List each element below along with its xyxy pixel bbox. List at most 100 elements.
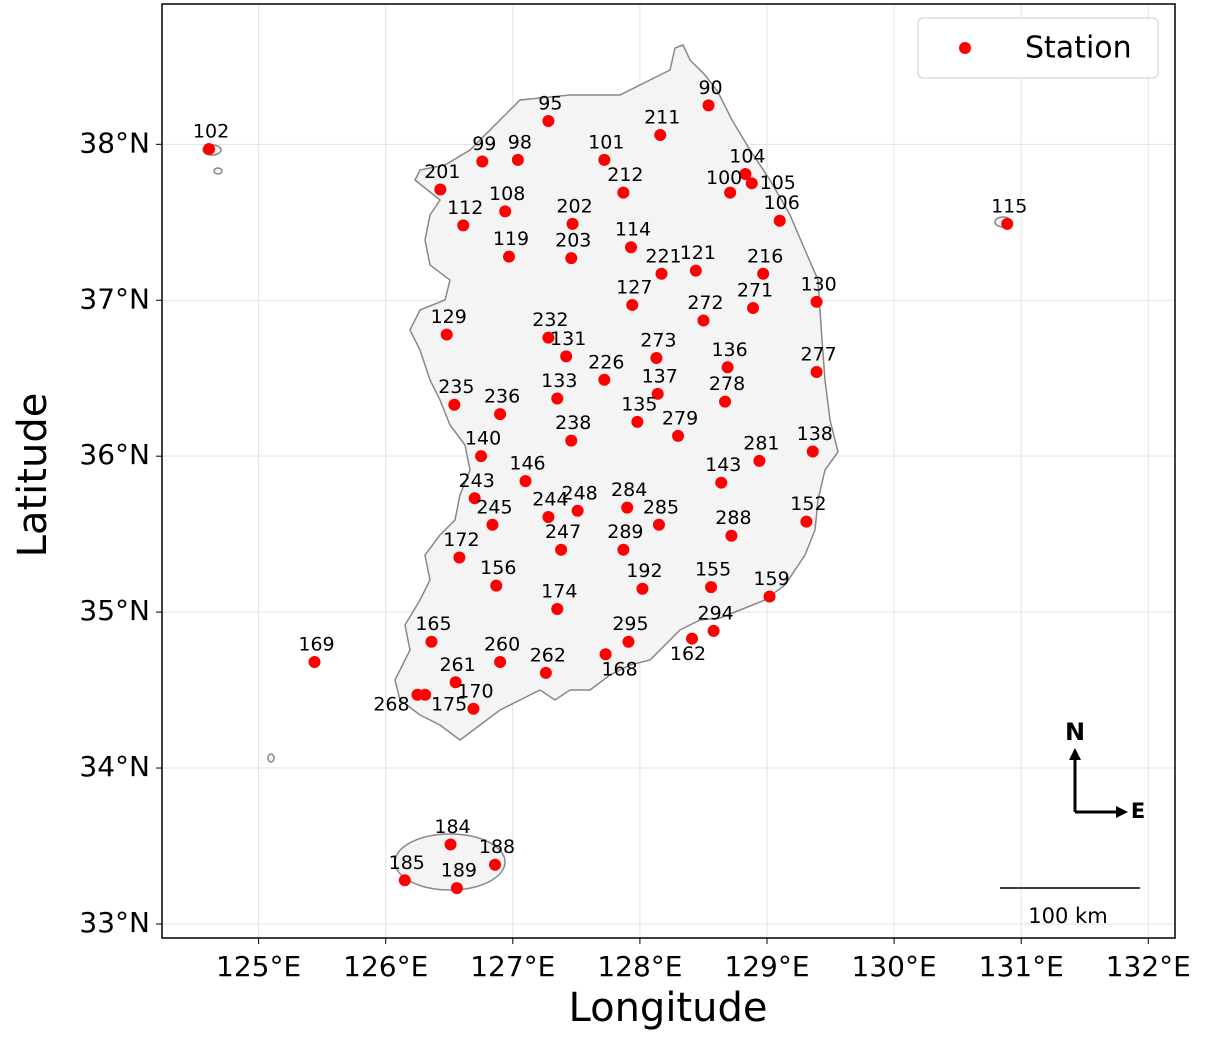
station-marker [490,579,503,592]
scale-bar-label: 100 km [1028,904,1107,928]
arrow-head [1069,748,1081,760]
station-label: 221 [645,245,681,267]
station-label: 100 [706,167,742,189]
jeju-island [394,833,506,891]
station-marker [494,656,507,669]
station-marker [707,624,720,637]
station-label: 212 [607,164,643,186]
station-label: 272 [687,292,723,314]
station-label: 168 [601,659,637,681]
station-label: 189 [441,860,477,882]
station-marker [457,219,470,232]
station-marker [702,99,715,112]
station-marker [203,143,216,156]
station-label: 152 [790,493,826,515]
station-marker [725,529,738,542]
station-marker [724,186,737,199]
station-label: 135 [621,393,657,415]
station-label: 232 [532,309,568,331]
station-marker [747,302,760,315]
island [213,167,223,175]
station-label: 235 [438,376,474,398]
station-label: 159 [753,568,789,590]
station-label: 277 [800,343,836,365]
station-label: 99 [472,133,496,155]
y-tick-label: 34°N [79,750,150,783]
station-marker [654,128,667,141]
station-marker [721,361,734,374]
station-marker [565,434,578,447]
station-marker [542,331,555,344]
station-marker [308,656,321,669]
station-label: 127 [616,276,652,298]
station-marker [715,476,728,489]
x-tick-label: 126°E [343,950,428,983]
station-marker [598,153,611,166]
station-label: 136 [711,339,747,361]
station-label: 294 [697,602,733,624]
station-label: 104 [729,145,765,167]
y-tick-label: 35°N [79,594,150,627]
station-marker [739,167,752,180]
station-label: 108 [489,183,525,205]
station-marker [449,676,462,689]
station-label: 236 [484,386,520,408]
x-tick-label: 129°E [724,950,809,983]
x-tick-label: 131°E [979,950,1064,983]
station-marker [650,351,663,364]
station-marker [1001,217,1014,230]
station-marker [745,177,758,190]
station-marker [475,450,488,463]
station-label: 289 [607,521,643,543]
stations: 102 90 95 211 99 98 101 104 105 100 201 212 108 202 10… [193,77,1027,895]
station-label: 131 [550,328,586,350]
station-label: 295 [612,613,648,635]
station-label: 261 [439,654,475,676]
station-marker [636,582,649,595]
station-label: 260 [484,634,520,656]
station-marker [625,241,638,254]
station-marker [539,666,552,679]
station-marker [542,510,555,523]
x-tick-label: 128°E [597,950,682,983]
station-label: 273 [640,329,676,351]
station-marker [565,252,578,265]
station-marker [652,518,665,531]
station-label: 245 [476,496,512,518]
station-label: 175 [431,693,467,715]
station-label: 90 [698,77,722,99]
x-tick-label: 127°E [470,950,555,983]
station-label: 279 [662,407,698,429]
station-marker [560,350,573,363]
legend-marker [959,42,971,54]
station-marker [571,504,584,517]
legend-label: Station [1025,31,1132,66]
station-label: 185 [389,852,425,874]
station-marker [494,408,507,421]
station-label: 114 [615,219,651,241]
station-label: 130 [800,273,836,295]
station-marker [551,602,564,615]
station-marker [655,267,668,280]
y-tick-label: 33°N [79,906,150,939]
station-label: 244 [532,488,568,510]
station-label: 121 [680,242,716,264]
station-marker [489,858,502,871]
station-marker [598,373,611,386]
station-label: 285 [643,496,679,518]
station-marker [566,217,579,230]
station-marker [555,543,568,556]
station-marker [621,501,634,514]
station-marker [617,186,630,199]
station-marker [773,214,786,227]
station-label: 129 [431,306,467,328]
y-tick-label: 38°N [79,126,150,159]
x-tick-label: 130°E [852,950,937,983]
station-label: 115 [991,195,1027,217]
station-label: 268 [373,693,409,715]
station-marker [419,688,432,701]
station-label: 216 [747,245,783,267]
station-marker [810,365,823,378]
station-marker [763,590,776,603]
